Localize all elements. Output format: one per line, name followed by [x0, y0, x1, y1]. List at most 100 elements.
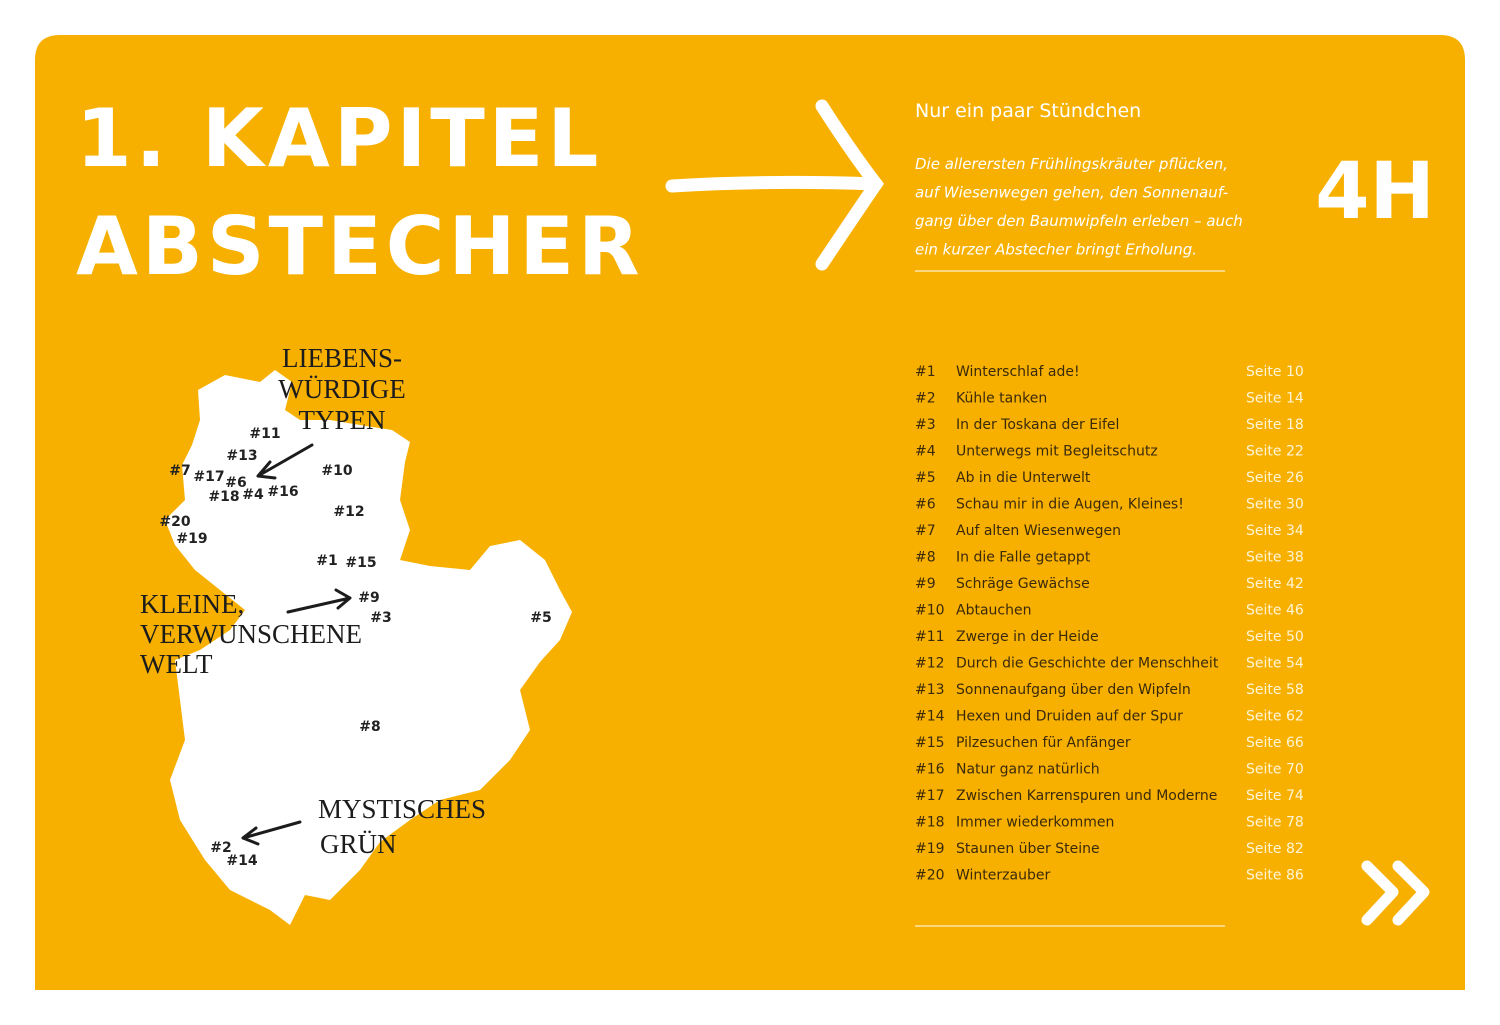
- arrow: [665, 99, 885, 271]
- toc-page: Seite 70: [1246, 762, 1304, 778]
- duration: 4H: [1315, 147, 1435, 237]
- toc-title: Schau mir in die Augen, Kleines!: [956, 497, 1184, 513]
- toc-title: Winterschlaf ade!: [956, 364, 1080, 380]
- map-marker: #10: [321, 463, 352, 479]
- toc-title: Zwerge in der Heide: [956, 629, 1099, 645]
- table-of-contents: #1 Winterschlaf ade! Seite 10 #2 Kühle tanke…: [915, 364, 1304, 884]
- map-marker: #8: [359, 719, 380, 735]
- map-annotation: WÜRDIGE: [278, 374, 405, 404]
- title-line: 1. KAPITEL: [76, 92, 602, 185]
- toc-page: Seite 78: [1246, 815, 1304, 831]
- toc-number: #1: [915, 364, 936, 380]
- intro-line: gang über den Baumwipfeln erleben – auch: [915, 212, 1243, 230]
- toc-page: Seite 46: [1246, 603, 1304, 619]
- toc-number: #11: [915, 629, 945, 645]
- next-icon[interactable]: [1361, 860, 1430, 926]
- toc-page: Seite 30: [1246, 497, 1304, 513]
- toc-number: #8: [915, 550, 936, 566]
- toc-number: #3: [915, 417, 936, 433]
- toc-title: Auf alten Wiesenwegen: [956, 523, 1121, 539]
- map-annotation: TYPEN: [299, 405, 386, 435]
- toc-title: Staunen über Steine: [956, 841, 1100, 857]
- toc-title: Natur ganz natürlich: [956, 762, 1100, 778]
- toc-number: #6: [915, 497, 936, 513]
- toc-page: Seite 14: [1246, 391, 1304, 407]
- map-marker: #13: [226, 448, 257, 464]
- map-marker: #1: [316, 553, 337, 569]
- toc-number: #12: [915, 656, 945, 672]
- toc-page: Seite 82: [1246, 841, 1304, 857]
- toc-page: Seite 38: [1246, 550, 1304, 566]
- toc-title: Abtauchen: [956, 603, 1031, 619]
- map-marker: #7: [169, 463, 190, 479]
- toc-number: #14: [915, 709, 945, 725]
- toc-page: Seite 26: [1246, 470, 1304, 486]
- toc-number: #7: [915, 523, 936, 539]
- toc-page: Seite 58: [1246, 682, 1304, 698]
- toc-number: #4: [915, 444, 936, 460]
- toc-title: Hexen und Druiden auf der Spur: [956, 709, 1183, 725]
- map-marker: #18: [208, 489, 239, 505]
- map-marker: #19: [176, 531, 207, 547]
- intro-line: auf Wiesenwegen gehen, den Sonnenauf-: [915, 184, 1228, 202]
- toc-title: Sonnenaufgang über den Wipfeln: [956, 682, 1191, 698]
- toc-title: Durch die Geschichte der Menschheit: [956, 656, 1219, 672]
- map-marker: #4: [242, 487, 264, 503]
- toc-title: Kühle tanken: [956, 391, 1047, 407]
- toc-title: Unterwegs mit Begleitschutz: [956, 444, 1158, 460]
- toc-page: Seite 66: [1246, 735, 1304, 751]
- toc-title: Zwischen Karrenspuren und Moderne: [956, 788, 1217, 804]
- map-marker: #17: [193, 469, 224, 485]
- toc-page: Seite 54: [1246, 656, 1304, 672]
- toc-number: #10: [915, 603, 945, 619]
- toc-number: #20: [915, 868, 945, 884]
- title-line: ABSTECHER: [76, 200, 644, 293]
- map-annotation: KLEINE,: [140, 589, 244, 619]
- toc-page: Seite 34: [1246, 523, 1304, 539]
- map-annotation: VERWUNSCHENE: [140, 619, 362, 649]
- intro-line: ein kurzer Abstecher bringt Erholung.: [915, 241, 1197, 259]
- toc-page: Seite 62: [1246, 709, 1304, 725]
- map-marker: #9: [358, 590, 379, 606]
- map-marker: #14: [226, 853, 257, 869]
- intro-heading: Nur ein paar Stündchen: [915, 100, 1141, 122]
- toc-title: Schräge Gewächse: [956, 576, 1090, 592]
- toc-number: #9: [915, 576, 936, 592]
- toc-page: Seite 42: [1246, 576, 1304, 592]
- toc-number: #18: [915, 815, 945, 831]
- map-marker: #16: [267, 484, 298, 500]
- toc-title: Ab in die Unterwelt: [956, 470, 1091, 486]
- map-labels: #11 #13 #7 #17 #6 #10 #18 #4 #16 #12 #20#19 #1 #15 #9…: [140, 343, 552, 869]
- map: [165, 370, 572, 925]
- map-marker: #15: [345, 555, 376, 571]
- toc-title: In die Falle getappt: [956, 550, 1091, 566]
- map-arrows: [241, 443, 352, 846]
- toc-title: Winterzauber: [956, 868, 1050, 884]
- toc-number: #15: [915, 735, 945, 751]
- toc-page: Seite 50: [1246, 629, 1304, 645]
- toc-page: Seite 10: [1246, 364, 1304, 380]
- map-marker: #3: [370, 610, 391, 626]
- map-annotation: GRÜN: [320, 829, 397, 859]
- map-annotation: LIEBENS-: [282, 343, 402, 373]
- map-marker: #6: [225, 475, 246, 491]
- toc-number: #19: [915, 841, 945, 857]
- toc-page: Seite 22: [1246, 444, 1304, 460]
- map-annotation: WELT: [140, 649, 213, 679]
- intro-line: Die allerersten Frühlingskräuter pflücke…: [915, 155, 1228, 173]
- toc-title: In der Toskana der Eifel: [956, 417, 1119, 433]
- map-annotation: MYSTISCHES: [318, 794, 486, 824]
- toc-page: Seite 18: [1246, 417, 1304, 433]
- toc-number: #2: [915, 391, 936, 407]
- toc-number: #16: [915, 762, 945, 778]
- toc-title: Immer wiederkommen: [956, 815, 1114, 831]
- toc-page: Seite 86: [1246, 868, 1304, 884]
- map-marker: #12: [333, 504, 364, 520]
- map-marker: #5: [530, 610, 551, 626]
- toc-page: Seite 74: [1246, 788, 1304, 804]
- map-marker: #2: [210, 840, 231, 856]
- toc-number: #13: [915, 682, 945, 698]
- toc-title: Pilzesuchen für Anfänger: [956, 735, 1131, 751]
- map-marker: #20: [159, 514, 190, 530]
